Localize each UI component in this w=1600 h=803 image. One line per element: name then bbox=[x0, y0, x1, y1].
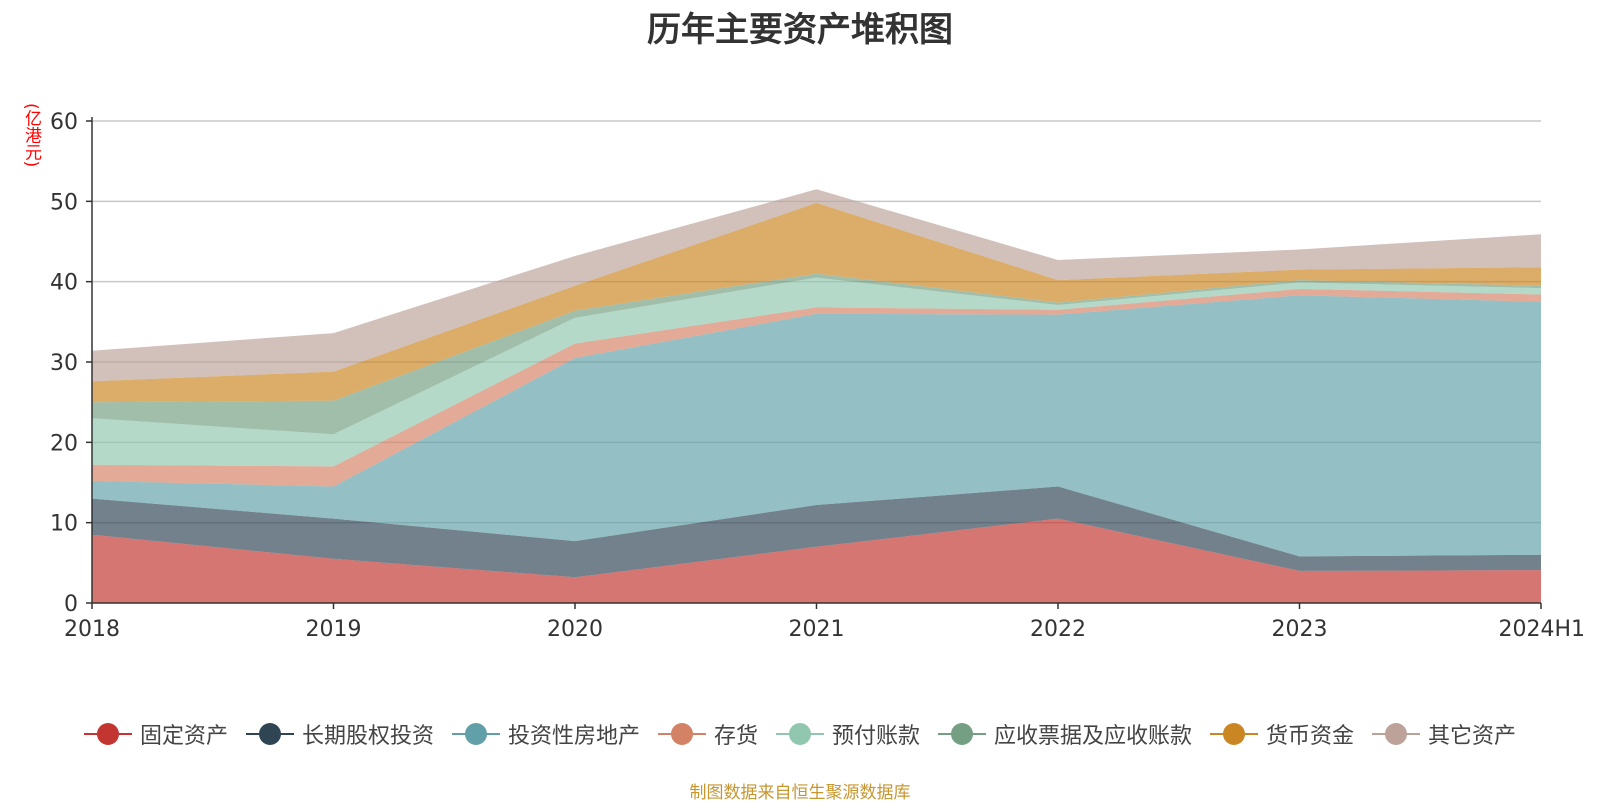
area-series bbox=[92, 202, 1541, 403]
legend-item[interactable]: 存货 bbox=[657, 718, 758, 750]
legend-marker-icon bbox=[1210, 721, 1259, 747]
source-note: 制图数据来自恒生聚源数据库 bbox=[689, 783, 911, 803]
legend-item[interactable]: 其它资产 bbox=[1372, 718, 1516, 750]
area-series bbox=[92, 486, 1541, 578]
legend-label: 应收票据及应收账款 bbox=[994, 724, 1193, 749]
legend-marker-icon bbox=[451, 721, 500, 747]
x-tick-label: 2020 bbox=[547, 617, 603, 642]
x-tick-label: 2022 bbox=[1030, 617, 1086, 642]
y-tick-label: 20 bbox=[50, 431, 78, 456]
area-series bbox=[92, 277, 1541, 467]
legend-label: 长期股权投资 bbox=[301, 724, 434, 749]
legend-item[interactable]: 货币资金 bbox=[1210, 718, 1354, 750]
y-tick-label: 50 bbox=[50, 190, 78, 215]
legend-label: 投资性房地产 bbox=[507, 724, 640, 749]
legend-label: 其它资产 bbox=[1428, 724, 1517, 749]
area-series bbox=[92, 189, 1541, 603]
area-series bbox=[92, 273, 1541, 435]
chart-title: 历年主要资产堆积图 bbox=[647, 10, 953, 50]
y-tick-label: 30 bbox=[50, 351, 78, 376]
legend-marker-icon bbox=[83, 721, 132, 747]
y-tick-label: 10 bbox=[50, 512, 78, 537]
area-series bbox=[92, 288, 1541, 487]
stacked-area-chart: 0 10 20 30 40 50 60 2018 2019 2020 2021 2022 2023 202… bbox=[50, 110, 1585, 642]
legend-label: 存货 bbox=[713, 724, 758, 749]
y-tick-label: 40 bbox=[50, 271, 78, 296]
legend-marker-icon bbox=[1372, 721, 1421, 747]
axes: 0 10 20 30 40 50 60 2018 2019 2020 2021 2022 2023 202… bbox=[50, 110, 1585, 642]
legend-item[interactable]: 长期股权投资 bbox=[245, 718, 434, 750]
area-series bbox=[92, 189, 1541, 382]
legend: 固定资产 长期股权投资 投资性房地产 存货 预付账款 应收票据及应收账款 货币资金 其它资产 bbox=[0, 714, 1600, 754]
legend-marker-icon bbox=[657, 721, 706, 747]
area-series bbox=[92, 295, 1541, 557]
y-tick-label: 60 bbox=[50, 110, 78, 135]
x-tick-label: 2024H1 bbox=[1498, 617, 1585, 642]
legend-label: 固定资产 bbox=[139, 724, 228, 749]
x-tick-label: 2019 bbox=[306, 617, 362, 642]
legend-label: 预付账款 bbox=[832, 724, 921, 749]
x-tick-label: 2023 bbox=[1272, 617, 1328, 642]
legend-label: 货币资金 bbox=[1266, 724, 1355, 749]
legend-marker-icon bbox=[938, 721, 987, 747]
x-tick-label: 2021 bbox=[789, 617, 845, 642]
legend-marker-icon bbox=[776, 721, 824, 747]
legend-item[interactable]: 投资性房地产 bbox=[451, 718, 640, 750]
legend-item[interactable]: 应收票据及应收账款 bbox=[938, 718, 1192, 750]
legend-item[interactable]: 预付账款 bbox=[776, 718, 920, 750]
legend-marker-icon bbox=[245, 721, 294, 747]
y-axis-unit-label: (亿港元) bbox=[21, 103, 41, 168]
x-tick-label: 2018 bbox=[64, 617, 120, 642]
y-tick-label: 0 bbox=[64, 592, 78, 617]
legend-item[interactable]: 固定资产 bbox=[83, 718, 228, 750]
area-series bbox=[92, 518, 1541, 603]
